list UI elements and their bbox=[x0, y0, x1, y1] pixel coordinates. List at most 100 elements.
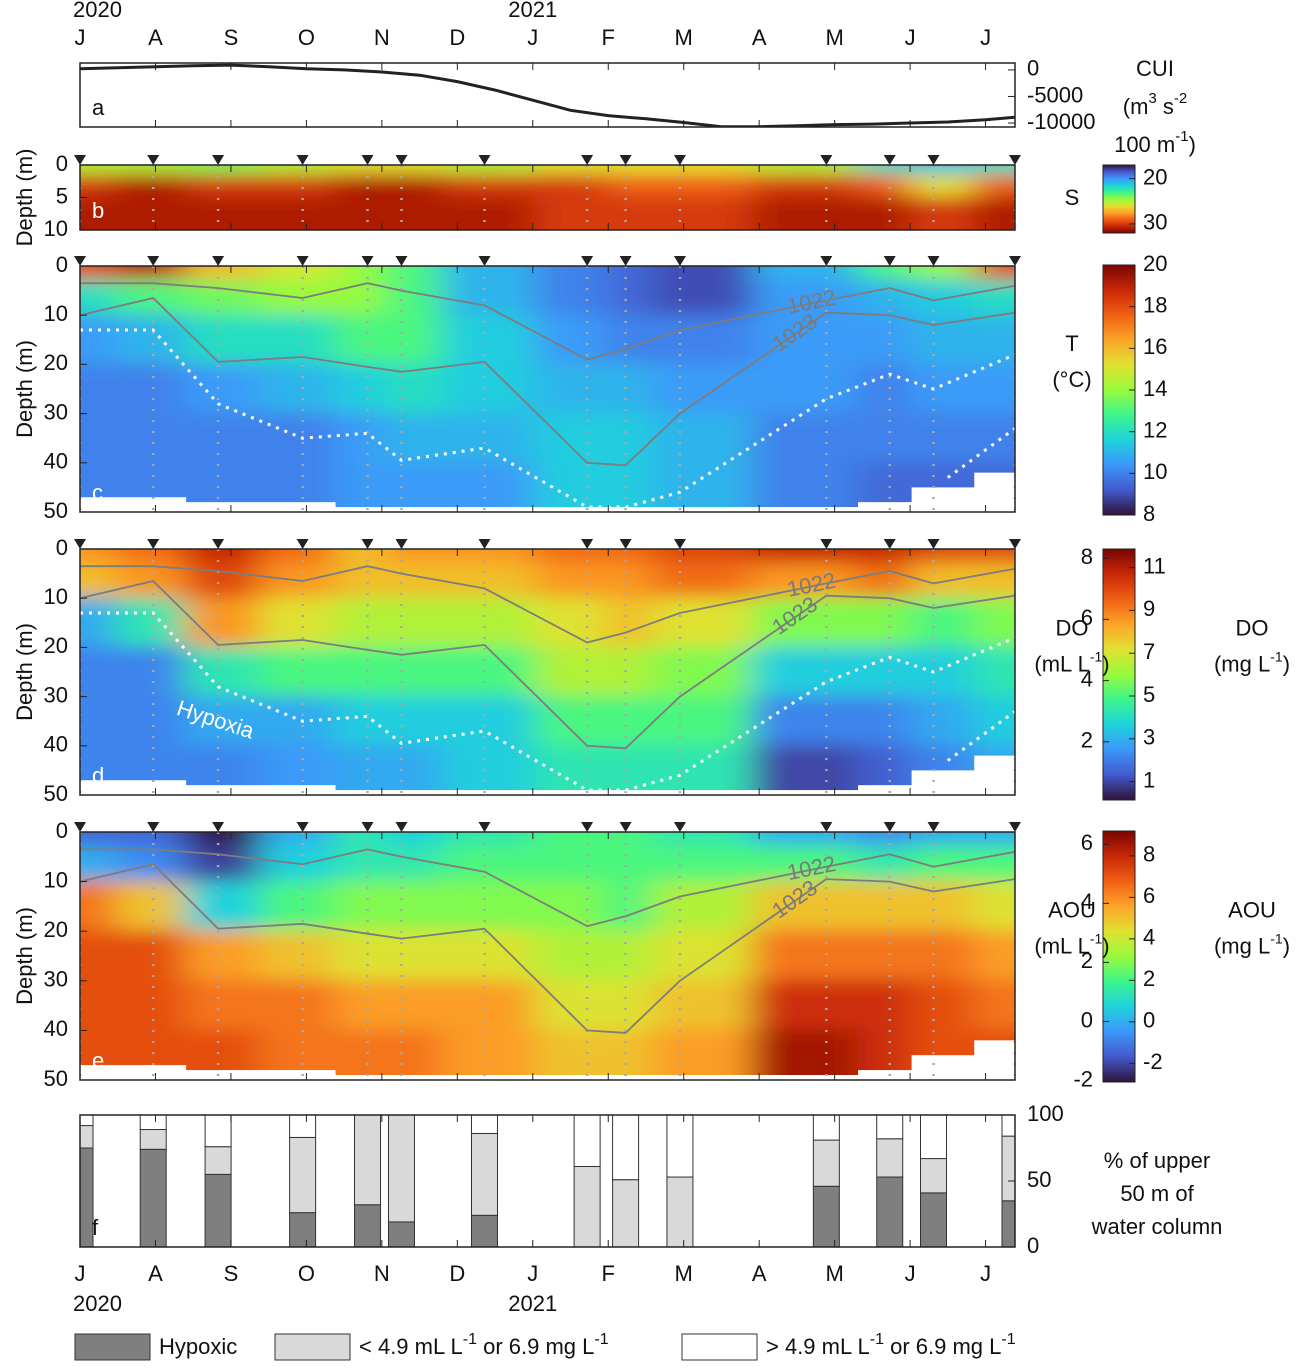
heatmap-cell bbox=[752, 173, 860, 199]
heatmap-cell bbox=[605, 845, 654, 883]
seafloor-mask bbox=[260, 502, 336, 512]
station-marker bbox=[478, 155, 491, 165]
heatmap-cell bbox=[534, 979, 608, 1032]
station-marker bbox=[147, 539, 160, 549]
seafloor-mask bbox=[974, 472, 1015, 512]
heatmap-cell bbox=[857, 412, 913, 464]
heatmap-cell bbox=[259, 266, 337, 282]
heatmap-cell bbox=[651, 165, 755, 176]
year-label: 2021 bbox=[508, 0, 557, 22]
heatmap-cell bbox=[857, 880, 913, 933]
bar-segment bbox=[612, 1115, 640, 1181]
heatmap-cell bbox=[259, 832, 337, 848]
plot-frame bbox=[79, 548, 1016, 796]
heatmap-cell bbox=[441, 832, 537, 848]
heatmap-cell bbox=[115, 646, 187, 698]
colorbar-tick-label: 6 bbox=[1081, 830, 1093, 855]
heatmap-cell bbox=[184, 412, 262, 464]
colorbar-tick-label: 16 bbox=[1143, 334, 1167, 359]
heatmap-cell bbox=[441, 165, 537, 176]
plot-frame bbox=[79, 265, 1016, 513]
seafloor-mask bbox=[535, 1075, 607, 1080]
station-marker bbox=[74, 539, 86, 549]
x-tick-label: S bbox=[224, 25, 239, 50]
heatmap-cell bbox=[973, 832, 1015, 848]
colorbar-tick-label: 6 bbox=[1143, 883, 1155, 908]
heatmap-cell bbox=[651, 562, 755, 600]
x-tick-label: A bbox=[148, 25, 163, 50]
station-marker bbox=[74, 155, 86, 165]
heatmap-cell bbox=[441, 549, 537, 565]
station-marker bbox=[147, 155, 160, 165]
heatmap-cell bbox=[651, 597, 755, 649]
heatmap-cells bbox=[80, 832, 1015, 1080]
station-marker bbox=[581, 256, 594, 266]
heatmap-cell bbox=[80, 646, 118, 698]
heatmap-cell bbox=[651, 845, 755, 883]
heatmap-cell bbox=[80, 363, 118, 415]
station-marker bbox=[74, 256, 86, 266]
heatmap-cell bbox=[910, 196, 976, 230]
heatmap-cell bbox=[80, 549, 118, 565]
legend-swatch bbox=[74, 1333, 151, 1361]
heatmap-cell bbox=[184, 832, 262, 848]
heatmap-cell bbox=[184, 314, 262, 366]
x-tick-label: F bbox=[602, 25, 615, 50]
y-tick-label: -10000 bbox=[1027, 109, 1096, 134]
y-tick-label: 50 bbox=[1027, 1167, 1051, 1192]
label: AOU bbox=[1048, 897, 1096, 922]
heatmap-cell bbox=[259, 930, 337, 982]
station-marker bbox=[1009, 256, 1021, 266]
station-marker bbox=[619, 256, 632, 266]
heatmap-cells bbox=[80, 165, 1015, 230]
heatmap-cell bbox=[910, 979, 976, 1032]
heatmap-cell bbox=[910, 646, 976, 698]
station-marker bbox=[1009, 539, 1021, 549]
y-tick-label: 50 bbox=[44, 498, 68, 523]
panel-letter: d bbox=[92, 763, 104, 788]
station-marker bbox=[296, 822, 309, 832]
y-tick-label: 40 bbox=[44, 1016, 68, 1041]
heatmap-cell bbox=[857, 363, 913, 415]
bar-segment bbox=[80, 1147, 94, 1247]
bar-segment bbox=[666, 1176, 694, 1247]
heatmap-cell bbox=[651, 461, 755, 512]
heatmap-cell bbox=[334, 461, 386, 512]
heatmap-cell bbox=[115, 597, 187, 649]
label-part: > 4.9 mL L bbox=[766, 1334, 870, 1359]
label-part: % of upper bbox=[1104, 1148, 1210, 1173]
colorbar-tick-label: -2 bbox=[1073, 1066, 1093, 1091]
y-tick-label: 0 bbox=[1027, 1233, 1039, 1258]
heatmap-cell bbox=[651, 930, 755, 982]
seafloor-mask bbox=[442, 507, 537, 512]
heatmap-cell bbox=[441, 562, 537, 600]
label: > 4.9 mL L-1 or 6.9 mg L-1 bbox=[766, 1331, 1016, 1359]
label-part: DO bbox=[1236, 615, 1269, 640]
bar-segment bbox=[387, 1221, 415, 1247]
station-marker bbox=[883, 155, 896, 165]
label-part: (m bbox=[1123, 94, 1149, 119]
heatmap-cell bbox=[534, 165, 608, 176]
heatmap-cell bbox=[651, 279, 755, 317]
heatmap-cell bbox=[973, 266, 1015, 282]
heatmap-cell bbox=[752, 363, 860, 415]
heatmap-cell bbox=[383, 314, 444, 366]
colorbar-tick-label: 6 bbox=[1081, 605, 1093, 630]
station-marker bbox=[296, 155, 309, 165]
station-marker bbox=[673, 155, 686, 165]
x-tick-label: D bbox=[449, 1261, 465, 1286]
seafloor-mask bbox=[535, 507, 607, 512]
station-marker bbox=[478, 822, 491, 832]
heatmap-cell bbox=[605, 744, 654, 795]
x-tick-label: S bbox=[224, 1261, 239, 1286]
bar-segment bbox=[80, 1125, 94, 1149]
heatmap-cell bbox=[441, 695, 537, 747]
cui-line bbox=[80, 63, 1015, 127]
x-tick-label: M bbox=[675, 25, 693, 50]
colorbar-tick-label: 5 bbox=[1143, 682, 1155, 707]
label: DO bbox=[1056, 615, 1089, 640]
heatmap-cell bbox=[115, 363, 187, 415]
heatmap-cell bbox=[910, 266, 976, 282]
station-marker bbox=[296, 256, 309, 266]
